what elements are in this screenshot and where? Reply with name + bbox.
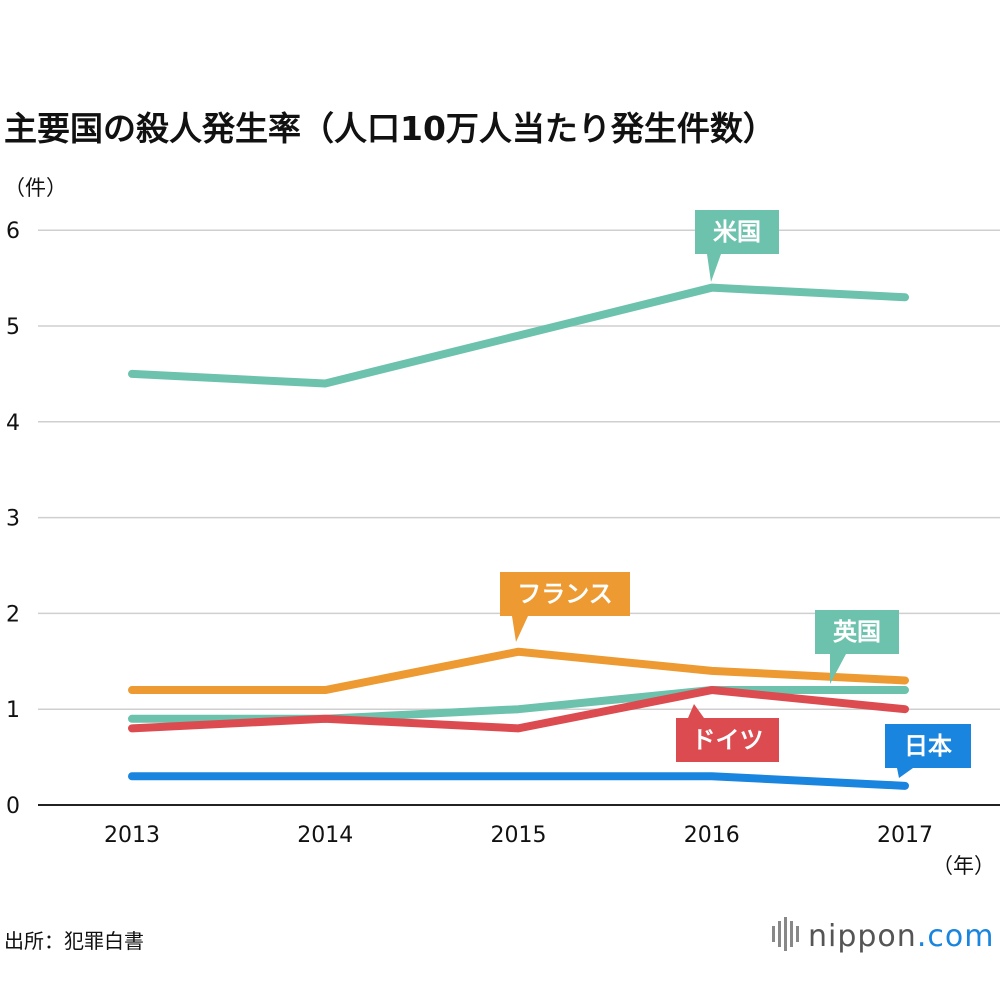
x-tick-label: 2015 (491, 823, 547, 848)
y-tick-label: 1 (6, 698, 20, 723)
series-label: フランス (500, 572, 630, 642)
series-label-text: 日本 (904, 732, 952, 760)
brand-tld: .com (917, 919, 995, 954)
series-line (128, 772, 909, 790)
x-tick-label: 2014 (297, 823, 353, 848)
series-label-box (695, 210, 779, 254)
series-label-text: ドイツ (692, 726, 764, 754)
series-label-text: 英国 (833, 618, 881, 646)
source-note: 出所：犯罪白書 (4, 929, 144, 953)
series-label: ドイツ (676, 704, 779, 762)
series-label-box (885, 724, 971, 768)
series-label-box (815, 610, 899, 654)
y-tick-label: 5 (6, 315, 20, 340)
x-tick-labels: 2013 2014 2015 2016 2017 (104, 823, 933, 848)
chart-title: 主要国の殺人発生率（人口10万人当たり発生件数） (4, 109, 776, 148)
series-label-text: 米国 (713, 218, 761, 246)
brand-main: nippon (808, 919, 917, 954)
sound-bars-icon (772, 917, 799, 951)
series-label: 英国 (815, 610, 899, 684)
series-label: 日本 (885, 724, 971, 778)
gridlines (38, 229, 1000, 806)
series-label-box (676, 718, 779, 762)
series-line (128, 686, 909, 733)
series-label-text: フランス (517, 580, 613, 608)
series-line (128, 283, 909, 388)
y-tick-labels: 0 1 2 3 4 5 6 (6, 219, 20, 819)
y-tick-label: 6 (6, 219, 20, 244)
series-label: 米国 (695, 210, 779, 282)
series-lines (128, 283, 909, 790)
x-tick-label: 2013 (104, 823, 160, 848)
x-tick-label: 2017 (877, 823, 933, 848)
y-axis-unit: （件） (4, 176, 67, 200)
series-line (128, 647, 909, 695)
x-axis-unit: （年） (932, 854, 995, 878)
brand-wordmark: nippon.com (808, 919, 994, 954)
y-tick-label: 3 (6, 507, 20, 532)
series-label-pointer (897, 768, 913, 778)
series-label-pointer (688, 704, 704, 718)
nippon-logo: nippon.com (772, 917, 994, 954)
y-tick-label: 4 (6, 411, 20, 436)
y-tick-label: 0 (6, 794, 20, 819)
series-label-pointer (707, 254, 721, 282)
series-label-pointer (830, 654, 846, 684)
series-label-box (500, 572, 630, 616)
x-tick-label: 2016 (684, 823, 740, 848)
y-tick-label: 2 (6, 602, 20, 627)
series-label-pointer (512, 616, 528, 642)
